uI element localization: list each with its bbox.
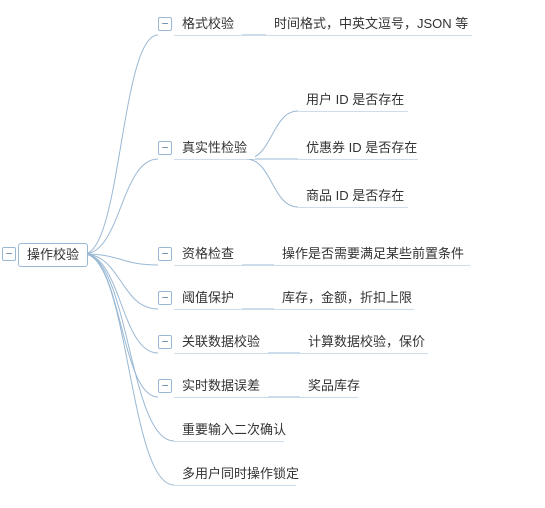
mindmap-node: 商品 ID 是否存在 [298,185,412,207]
node-label: 关联数据校验 [182,334,260,349]
mindmap-node: 多用户同时操作锁定 [174,463,307,485]
collapse-toggle[interactable]: − [158,17,172,31]
mindmap-node: 关联数据校验 [174,331,268,353]
mindmap-node: 资格检查 [174,243,242,265]
node-label: 奖品库存 [308,378,360,393]
mindmap-node: 阈值保护 [174,287,242,309]
collapse-toggle[interactable]: − [2,247,16,261]
collapse-toggle[interactable]: − [158,247,172,261]
collapse-toggle[interactable]: − [158,291,172,305]
node-label: 重要输入二次确认 [182,422,286,437]
mindmap-node: 库存，金额，折扣上限 [274,287,420,309]
mindmap-node: 操作是否需要满足某些前置条件 [274,243,472,265]
node-label: 资格检查 [182,246,234,261]
collapse-toggle[interactable]: − [158,141,172,155]
node-label: 多用户同时操作锁定 [182,466,299,481]
node-label: 库存，金额，折扣上限 [282,290,412,305]
mindmap-node: 优惠券 ID 是否存在 [298,137,425,159]
mindmap-node: 实时数据误差 [174,375,268,397]
node-label: 用户 ID 是否存在 [306,92,404,107]
collapse-toggle[interactable]: − [158,335,172,349]
node-label: 操作是否需要满足某些前置条件 [282,246,464,261]
mindmap-node: 计算数据校验，保价 [300,331,433,353]
node-label: 商品 ID 是否存在 [306,188,404,203]
mindmap-node: 奖品库存 [300,375,368,397]
node-label: 格式校验 [182,16,234,31]
node-label: 实时数据误差 [182,378,260,393]
mindmap-node: 格式校验 [174,13,242,35]
mindmap-node: 用户 ID 是否存在 [298,89,412,111]
node-label: 操作校验 [27,247,79,262]
mindmap-node: 操作校验 [18,243,88,267]
collapse-toggle[interactable]: − [158,379,172,393]
mindmap-node: 重要输入二次确认 [174,419,294,441]
node-label: 真实性检验 [182,140,247,155]
node-label: 阈值保护 [182,290,234,305]
mindmap-node: 真实性检验 [174,137,255,159]
node-label: 计算数据校验，保价 [308,334,425,349]
node-label: 优惠券 ID 是否存在 [306,140,417,155]
mindmap-node: 时间格式，中英文逗号，JSON 等 [266,13,476,35]
node-label: 时间格式，中英文逗号，JSON 等 [274,16,468,31]
